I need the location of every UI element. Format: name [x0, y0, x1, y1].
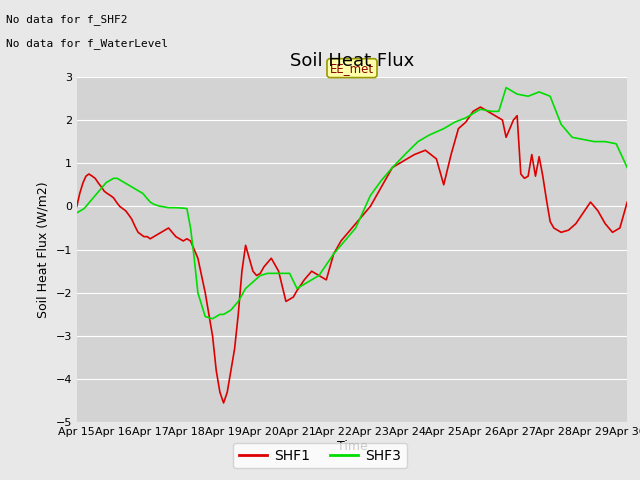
- Text: No data for f_SHF2: No data for f_SHF2: [6, 14, 128, 25]
- SHF3: [502, 84, 510, 90]
- X-axis label: Time: Time: [337, 440, 367, 453]
- SHF3: [242, 286, 250, 291]
- Y-axis label: Soil Heat Flux (W/m2): Soil Heat Flux (W/m2): [37, 181, 50, 318]
- SHF1: [623, 199, 631, 205]
- Legend: SHF1, SHF3: SHF1, SHF3: [234, 443, 406, 468]
- SHF1: [330, 251, 337, 257]
- SHF1: [73, 204, 81, 209]
- SHF3: [513, 91, 521, 97]
- SHF3: [623, 165, 631, 170]
- Line: SHF1: SHF1: [77, 107, 627, 403]
- SHF3: [73, 210, 81, 216]
- SHF3: [209, 316, 216, 322]
- SHF3: [132, 186, 140, 192]
- SHF1: [477, 104, 484, 110]
- Text: EE_met: EE_met: [330, 61, 374, 74]
- SHF1: [147, 236, 154, 241]
- SHF1: [220, 400, 227, 406]
- SHF3: [568, 134, 576, 140]
- Title: Soil Heat Flux: Soil Heat Flux: [290, 52, 414, 70]
- SHF1: [509, 117, 517, 123]
- SHF1: [190, 247, 198, 252]
- SHF3: [164, 205, 172, 211]
- Text: No data for f_WaterLevel: No data for f_WaterLevel: [6, 38, 168, 49]
- SHF1: [469, 108, 477, 114]
- SHF3: [535, 89, 543, 95]
- SHF1: [532, 173, 540, 179]
- Line: SHF3: SHF3: [77, 87, 627, 319]
